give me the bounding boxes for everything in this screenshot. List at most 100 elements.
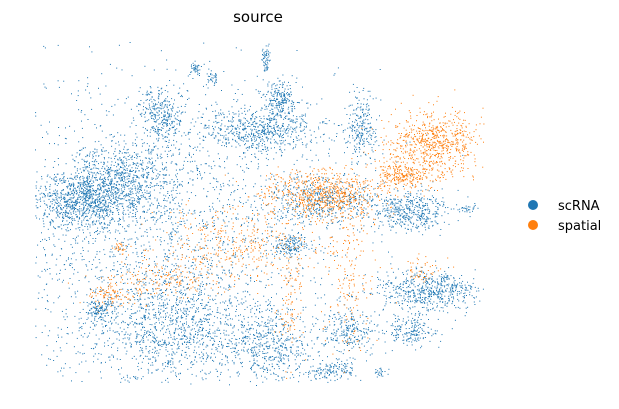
point-scrna (125, 172, 126, 174)
point-scrna (98, 194, 100, 196)
point-scrna (189, 128, 191, 130)
point-scrna (137, 185, 139, 187)
point-scrna (181, 169, 183, 170)
point-scrna (176, 304, 178, 306)
point-scrna (298, 381, 300, 383)
point-scrna (150, 194, 151, 196)
point-scrna (363, 214, 365, 216)
point-scrna (132, 303, 134, 305)
point-scrna (143, 194, 145, 196)
point-scrna (100, 216, 102, 218)
point-scrna (354, 121, 356, 123)
point-scrna (342, 334, 344, 336)
point-scrna (329, 369, 331, 371)
point-scrna (228, 110, 230, 112)
point-scrna (203, 63, 205, 65)
point-scrna (218, 165, 220, 167)
point-scrna (427, 212, 429, 214)
point-scrna (120, 224, 121, 225)
point-scrna (200, 334, 202, 336)
point-scrna (205, 330, 207, 331)
point-scrna (409, 206, 411, 207)
point-scrna (359, 330, 361, 331)
point-scrna (362, 143, 364, 145)
point-scrna (295, 363, 297, 365)
point-scrna (62, 375, 64, 377)
point-scrna (287, 112, 289, 114)
point-scrna (144, 318, 146, 320)
point-scrna (419, 219, 421, 221)
point-scrna (382, 309, 384, 311)
point-scrna (440, 287, 442, 289)
point-scrna (149, 191, 151, 193)
point-scrna (83, 208, 85, 210)
point-scrna (269, 52, 271, 54)
point-scrna (141, 196, 143, 198)
point-scrna (89, 202, 91, 204)
point-scrna (213, 85, 215, 86)
point-scrna (388, 297, 390, 298)
point-scrna (429, 301, 431, 303)
point-scrna (127, 96, 129, 98)
point-scrna (254, 334, 256, 336)
point-scrna (73, 194, 75, 196)
point-scrna (145, 309, 146, 311)
point-scrna (382, 332, 384, 334)
point-scrna (325, 365, 327, 367)
point-scrna (428, 289, 430, 291)
point-scrna (253, 133, 255, 135)
point-scrna (99, 302, 100, 304)
point-scrna (151, 151, 153, 153)
point-scrna (397, 320, 398, 322)
point-scrna (114, 170, 116, 172)
point-scrna (266, 346, 268, 348)
point-scrna (233, 335, 235, 337)
point-scrna (391, 350, 393, 352)
point-scrna (65, 193, 67, 195)
point-scrna (273, 83, 275, 85)
point-scrna (130, 170, 131, 172)
point-scrna (461, 275, 463, 276)
point-scrna (287, 355, 289, 357)
point-scrna (170, 367, 172, 369)
point-scrna (378, 145, 380, 147)
point-scrna (171, 348, 173, 350)
point-scrna (94, 275, 96, 277)
point-scrna (110, 210, 112, 211)
point-scrna (204, 124, 206, 126)
point-scrna (43, 83, 45, 85)
point-scrna (194, 71, 196, 73)
point-scrna (296, 352, 298, 354)
point-scrna (293, 178, 295, 180)
point-scrna (106, 209, 107, 211)
point-scrna (331, 209, 333, 211)
point-scrna (415, 349, 417, 351)
point-scrna (460, 292, 462, 294)
point-scrna (215, 347, 217, 348)
point-scrna (416, 321, 418, 323)
point-scrna (442, 291, 444, 293)
point-scrna (448, 223, 450, 225)
point-scrna (103, 183, 105, 185)
point-scrna (95, 267, 97, 269)
point-scrna (162, 363, 164, 365)
point-scrna (414, 206, 416, 208)
point-scrna (392, 207, 394, 209)
point-scrna (395, 223, 396, 225)
point-scrna (410, 221, 412, 223)
point-scrna (55, 211, 57, 213)
point-scrna (157, 341, 159, 343)
point-scrna (84, 212, 86, 214)
point-scrna (289, 247, 291, 248)
point-scrna (358, 127, 360, 129)
point-scrna (448, 300, 450, 302)
point-scrna (243, 318, 245, 320)
point-scrna (171, 109, 173, 111)
point-scrna (310, 199, 312, 201)
point-scrna (173, 144, 175, 146)
point-scrna (154, 326, 156, 328)
point-scrna (363, 140, 365, 142)
point-scrna (87, 179, 89, 181)
point-scrna (164, 256, 165, 258)
point-scrna (413, 199, 415, 201)
